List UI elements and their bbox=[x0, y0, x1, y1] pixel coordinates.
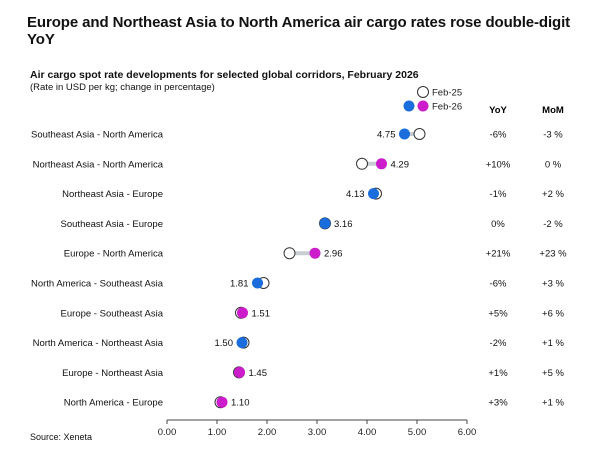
feb26-point bbox=[236, 337, 248, 349]
category-label: Southeast Asia - Europe bbox=[61, 219, 163, 230]
feb26-point bbox=[309, 247, 321, 259]
mom-value: -2 % bbox=[543, 219, 563, 230]
category-label: Northeast Asia - North America bbox=[33, 159, 164, 170]
feb26-value-label: 1.50 bbox=[215, 338, 234, 349]
chart-row: Northeast Asia - Europe 4.13 -1% +2 % bbox=[62, 187, 565, 200]
chart-note: (Rate in USD per kg; change in percentag… bbox=[30, 82, 215, 93]
legend: Feb-25 Feb-26 bbox=[403, 86, 462, 113]
feb26-point bbox=[237, 307, 248, 319]
legend-feb26-label: Feb-26 bbox=[432, 102, 462, 113]
mom-value: -3 % bbox=[543, 130, 563, 141]
feb26-point bbox=[252, 277, 263, 289]
category-label: North America - Southeast Asia bbox=[31, 279, 164, 290]
yoy-value: +5% bbox=[488, 308, 508, 319]
mom-value: +2 % bbox=[542, 189, 564, 200]
chart-rows: Southeast Asia - North America 4.75 -6% -3 … bbox=[31, 128, 567, 409]
mom-value: +1 % bbox=[542, 398, 564, 409]
yoy-value: 0% bbox=[491, 219, 505, 230]
x-tick-label: 5.00 bbox=[408, 427, 427, 438]
category-label: Northeast Asia - Europe bbox=[62, 189, 163, 200]
feb26-value-label: 4.29 bbox=[391, 159, 410, 170]
yoy-value: +3% bbox=[488, 398, 508, 409]
headline: Europe and Northeast Asia to North Ameri… bbox=[27, 14, 571, 48]
x-tick-label: 1.00 bbox=[208, 427, 227, 438]
legend-feb26-blue-marker bbox=[403, 100, 415, 112]
yoy-value: -1% bbox=[490, 189, 507, 200]
feb26-value-label: 1.81 bbox=[230, 279, 249, 290]
category-label: Europe - North America bbox=[64, 249, 164, 260]
legend-feb26-magenta-marker bbox=[417, 100, 429, 112]
mom-value: 0 % bbox=[545, 159, 562, 170]
feb26-point bbox=[319, 217, 331, 229]
yoy-header: YoY bbox=[489, 105, 507, 116]
yoy-value: +1% bbox=[488, 368, 508, 379]
chart-row: Europe - North America 2.96 +21% +23 % bbox=[64, 247, 567, 260]
feb26-value-label: 2.96 bbox=[324, 249, 343, 260]
mom-value: +6 % bbox=[542, 308, 564, 319]
yoy-value: +21% bbox=[486, 249, 511, 260]
mom-value: +1 % bbox=[542, 338, 564, 349]
chart-title: Air cargo spot rate developments for sel… bbox=[30, 69, 419, 81]
feb26-value-label: 1.51 bbox=[252, 308, 271, 319]
mom-header: MoM bbox=[542, 105, 564, 116]
feb26-value-label: 1.45 bbox=[249, 368, 268, 379]
legend-feb25-marker bbox=[417, 86, 429, 98]
chart-row: North America - Northeast Asia 1.50 -2% +1 … bbox=[33, 336, 565, 349]
chart-row: Southeast Asia - North America 4.75 -6% -3 … bbox=[31, 128, 563, 141]
x-tick-label: 3.00 bbox=[308, 427, 327, 438]
feb25-point bbox=[413, 128, 426, 140]
category-label: North America - Northeast Asia bbox=[33, 338, 164, 349]
yoy-value: -6% bbox=[490, 130, 507, 141]
chart-row: Europe - Southeast Asia 1.51 +5% +6 % bbox=[61, 306, 565, 319]
feb26-point bbox=[376, 158, 387, 170]
yoy-value: -2% bbox=[490, 338, 507, 349]
x-axis: 0.00 1.00 2.00 3.00 4.00 5.00 6.00 bbox=[158, 419, 477, 438]
category-label: Europe - Southeast Asia bbox=[61, 308, 164, 319]
feb26-point bbox=[234, 366, 245, 378]
feb25-point bbox=[356, 157, 368, 170]
chart-row: North America - Southeast Asia 1.81 -6% +3 … bbox=[31, 277, 565, 290]
chart-row: Southeast Asia - Europe 3.16 0% -2 % bbox=[61, 217, 563, 230]
feb26-value-label: 3.16 bbox=[334, 219, 353, 230]
feb26-point bbox=[216, 396, 228, 408]
feb26-point bbox=[399, 128, 410, 140]
mom-value: +5 % bbox=[542, 368, 564, 379]
category-label: North America - Europe bbox=[64, 398, 163, 409]
mom-value: +23 % bbox=[539, 249, 567, 260]
feb26-value-label: 4.13 bbox=[346, 189, 365, 200]
x-tick-label: 2.00 bbox=[258, 427, 277, 438]
yoy-value: -6% bbox=[490, 279, 507, 290]
category-label: Europe - Northeast Asia bbox=[62, 368, 164, 379]
yoy-value: +10% bbox=[486, 159, 511, 170]
chart-row: Northeast Asia - North America 4.29 +10% 0 … bbox=[33, 157, 562, 170]
feb26-point bbox=[368, 188, 379, 200]
column-headers: YoY MoM bbox=[489, 105, 564, 116]
chart-row: North America - Europe 1.10 +3% +1 % bbox=[64, 396, 565, 409]
category-label: Southeast Asia - North America bbox=[31, 130, 164, 141]
source-note: Source: Xeneta bbox=[30, 432, 93, 442]
feb26-value-label: 1.10 bbox=[231, 398, 250, 409]
chart-row: Europe - Northeast Asia 1.45 +1% +5 % bbox=[62, 366, 565, 379]
legend-feb25-label: Feb-25 bbox=[432, 88, 462, 99]
feb25-point bbox=[283, 247, 296, 260]
x-tick-label: 6.00 bbox=[458, 427, 477, 438]
x-tick-label: 4.00 bbox=[358, 427, 377, 438]
feb26-value-label: 4.75 bbox=[377, 130, 396, 141]
x-tick-label: 0.00 bbox=[158, 427, 177, 438]
mom-value: +3 % bbox=[542, 279, 564, 290]
